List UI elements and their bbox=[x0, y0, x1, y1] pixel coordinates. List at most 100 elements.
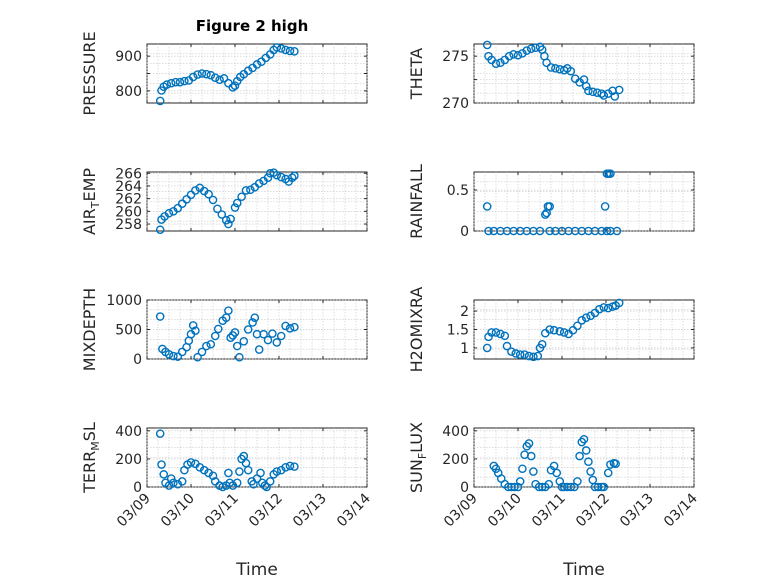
data-point bbox=[191, 186, 200, 195]
data-point bbox=[484, 226, 493, 236]
data-point bbox=[188, 72, 198, 82]
data-point bbox=[171, 77, 180, 87]
y-tick-label: 266 bbox=[115, 166, 142, 182]
data-point bbox=[226, 214, 235, 224]
data-point bbox=[180, 76, 189, 86]
subplot-2: 270 275 THETA bbox=[407, 40, 695, 112]
data-point bbox=[588, 87, 598, 97]
y-tick-label: 1 bbox=[460, 341, 469, 357]
data-point bbox=[511, 349, 521, 358]
y-tick-label: 1.5 bbox=[447, 323, 469, 339]
data-point bbox=[513, 50, 523, 60]
data-point bbox=[243, 465, 253, 475]
data-point bbox=[155, 225, 165, 235]
data-point bbox=[166, 78, 176, 88]
data-point bbox=[529, 352, 538, 362]
data-point bbox=[166, 474, 176, 483]
data-point bbox=[248, 318, 257, 327]
data-point bbox=[254, 345, 264, 354]
data-point bbox=[224, 219, 233, 229]
data-point bbox=[155, 96, 165, 106]
data-point bbox=[265, 477, 275, 486]
data-point bbox=[603, 468, 613, 478]
data-point bbox=[206, 339, 216, 349]
data-point bbox=[573, 477, 582, 486]
data-point bbox=[228, 83, 238, 92]
data-point bbox=[204, 468, 213, 478]
data-point bbox=[599, 303, 609, 312]
data-point bbox=[551, 64, 560, 73]
data-point bbox=[173, 479, 183, 489]
data-point bbox=[162, 80, 172, 89]
y-axis-label-rest: LUX bbox=[407, 422, 426, 453]
data-point bbox=[241, 186, 251, 195]
y-axis-label-subscript: M bbox=[89, 441, 102, 451]
data-point bbox=[502, 341, 512, 351]
data-point bbox=[614, 85, 624, 95]
data-point bbox=[186, 458, 196, 467]
y-tick-label: 262 bbox=[115, 192, 142, 208]
data-point bbox=[546, 63, 556, 72]
data-point bbox=[526, 44, 536, 53]
data-point bbox=[586, 467, 595, 476]
data-point bbox=[232, 478, 242, 488]
data-point bbox=[204, 189, 213, 199]
data-point bbox=[595, 304, 604, 314]
y-tick-label: 260 bbox=[115, 204, 142, 220]
data-point bbox=[230, 328, 240, 337]
data-point bbox=[202, 69, 211, 79]
data-point bbox=[208, 471, 218, 481]
data-point bbox=[610, 92, 620, 101]
data-point bbox=[575, 451, 584, 461]
subplot-grid: 800 900 PRESSURE 270 275 THETA 258260262264266… bbox=[80, 31, 701, 580]
data-point bbox=[529, 467, 538, 476]
data-point bbox=[276, 331, 286, 341]
y-axis-label: MIXDEPTH bbox=[80, 288, 99, 371]
y-tick-label: 900 bbox=[115, 49, 142, 65]
data-point bbox=[552, 468, 562, 478]
data-point bbox=[268, 329, 277, 338]
data-point bbox=[573, 321, 582, 331]
data-point bbox=[256, 468, 265, 478]
data-point bbox=[202, 341, 211, 351]
subplot-1: 800 900 PRESSURE bbox=[80, 31, 368, 116]
data-point bbox=[272, 43, 282, 52]
y-axis-label-rest: EMP bbox=[80, 168, 99, 202]
data-point bbox=[272, 338, 282, 347]
data-point bbox=[287, 173, 297, 183]
data-point bbox=[290, 322, 299, 332]
data-point bbox=[208, 195, 218, 205]
subplot-6: 1 1.5 2 H2OMIXRA bbox=[407, 287, 695, 373]
data-point bbox=[602, 226, 612, 236]
data-point bbox=[210, 331, 220, 341]
data-point bbox=[544, 479, 554, 489]
data-point bbox=[537, 339, 547, 349]
data-point bbox=[581, 81, 591, 91]
y-tick-label: 400 bbox=[115, 424, 142, 440]
data-point bbox=[281, 45, 290, 55]
data-point bbox=[482, 343, 492, 353]
data-point bbox=[581, 313, 591, 323]
data-point bbox=[520, 350, 529, 359]
data-point bbox=[281, 463, 290, 472]
data-point bbox=[155, 312, 165, 321]
data-point bbox=[213, 204, 222, 214]
y-tick-label: 0 bbox=[460, 480, 469, 496]
data-point bbox=[522, 46, 532, 55]
data-point bbox=[584, 457, 593, 467]
data-point bbox=[226, 333, 235, 343]
data-point bbox=[524, 351, 534, 361]
data-point bbox=[545, 325, 554, 334]
data-point bbox=[224, 468, 233, 478]
y-tick-label: 258 bbox=[115, 217, 142, 233]
y-tick-label: 800 bbox=[115, 84, 142, 100]
data-point bbox=[215, 75, 224, 85]
subplot-4: 0 0.5 RAINFALL bbox=[407, 164, 695, 240]
data-point bbox=[535, 226, 545, 236]
data-point bbox=[197, 69, 207, 78]
data-point bbox=[566, 66, 576, 76]
data-point bbox=[524, 439, 534, 448]
y-axis-label: H2OMIXRA bbox=[407, 287, 426, 373]
